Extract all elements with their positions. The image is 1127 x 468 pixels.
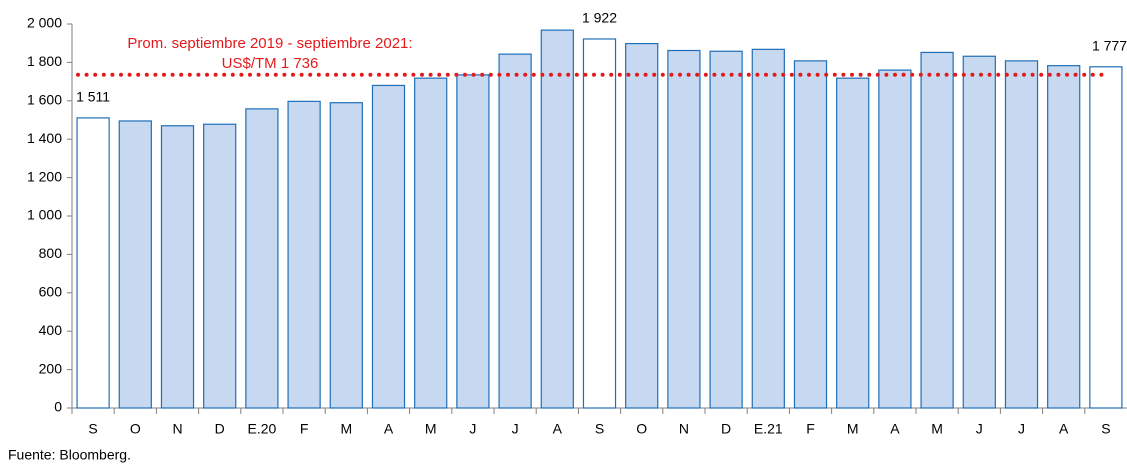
y-tick-label: 2 000 <box>27 15 62 31</box>
x-tick-label: E.21 <box>754 421 783 437</box>
y-tick-label: 800 <box>39 245 63 261</box>
y-tick-label: 400 <box>39 322 63 338</box>
average-label: Prom. septiembre 2019 - septiembre 2021: <box>127 35 412 52</box>
x-tick-label: A <box>553 421 563 437</box>
value-label: 1 511 <box>76 89 110 105</box>
bar <box>1089 66 1123 409</box>
value-label: 1 777 <box>1092 38 1127 54</box>
bar <box>751 48 785 409</box>
x-tick-label: A <box>384 421 394 437</box>
y-tick-label: 200 <box>39 360 63 376</box>
value-label: 1 922 <box>582 10 617 26</box>
bar <box>287 100 321 409</box>
bar <box>793 60 828 409</box>
bar <box>836 77 870 409</box>
x-tick-label: S <box>595 421 604 437</box>
x-tick-label: S <box>88 421 97 437</box>
y-tick-label: 0 <box>54 399 62 415</box>
x-tick-label: M <box>847 421 859 437</box>
bar <box>118 120 152 409</box>
y-tick-label: 1 600 <box>27 92 62 108</box>
x-tick-label: J <box>512 421 519 437</box>
bar <box>582 38 617 409</box>
bar <box>160 125 195 409</box>
x-tick-label: A <box>1059 421 1069 437</box>
y-tick-label: 1 400 <box>27 130 62 146</box>
x-tick-label: J <box>1018 421 1025 437</box>
x-tick-label: F <box>300 421 309 437</box>
bar <box>329 102 363 409</box>
bar <box>456 74 490 409</box>
x-tick-label: M <box>340 421 352 437</box>
x-tick-label: J <box>469 421 476 437</box>
bar <box>203 123 237 409</box>
bar <box>371 84 406 409</box>
bar <box>1004 60 1039 409</box>
x-tick-label: O <box>636 421 647 437</box>
x-tick-label: N <box>172 421 182 437</box>
bar <box>625 42 659 409</box>
x-tick-label: M <box>425 421 437 437</box>
y-tick-label: 1 000 <box>27 207 62 223</box>
bar <box>1047 65 1081 409</box>
y-tick-label: 1 800 <box>27 53 62 69</box>
bar <box>76 117 110 409</box>
bar <box>245 108 279 409</box>
x-tick-label: A <box>890 421 900 437</box>
x-tick-label: O <box>130 421 141 437</box>
x-tick-label: N <box>679 421 689 437</box>
bar <box>878 69 912 409</box>
bar <box>667 49 701 409</box>
x-tick-label: D <box>215 421 225 437</box>
source-note: Fuente: Bloomberg. <box>8 447 131 463</box>
x-tick-label: F <box>806 421 815 437</box>
bar <box>962 55 996 409</box>
y-tick-label: 1 200 <box>27 168 62 184</box>
bar <box>540 29 574 409</box>
x-tick-label: D <box>721 421 731 437</box>
bar <box>414 77 448 409</box>
average-label: US$/TM 1 736 <box>222 55 319 72</box>
y-tick-label: 600 <box>39 284 63 300</box>
x-tick-label: E.20 <box>247 421 276 437</box>
bar <box>920 51 954 409</box>
bar <box>709 50 743 409</box>
x-tick-label: J <box>976 421 983 437</box>
bar <box>498 53 532 409</box>
x-tick-label: M <box>931 421 943 437</box>
x-tick-label: S <box>1101 421 1110 437</box>
